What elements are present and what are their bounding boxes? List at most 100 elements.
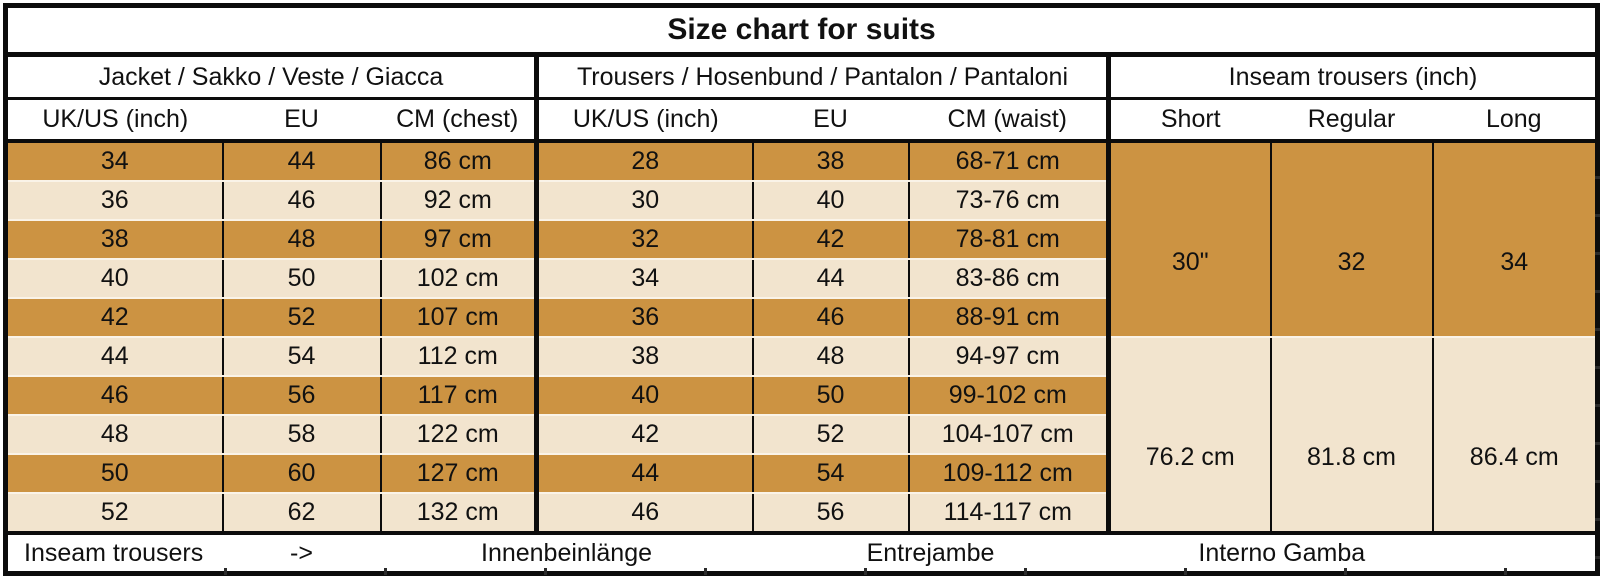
col-header-trousers-cm: CM (waist) (908, 98, 1109, 143)
jacket-ukus-cell: 40 (5, 259, 223, 299)
trousers-ukus-cell: 40 (534, 376, 753, 416)
trousers-eu-cell: 54 (751, 454, 909, 494)
jacket-eu-cell: 54 (221, 337, 381, 377)
inseam-regular-inch-cell: 32 (1269, 141, 1433, 338)
table-row: 36 46 92 cm 30 40 73-76 cm (5, 181, 1598, 221)
trousers-eu-cell: 48 (751, 337, 909, 377)
trousers-ukus-cell: 44 (534, 454, 753, 494)
table-row: 44 54 112 cm 38 48 94-97 cm 76.2 cm 81.8… (5, 337, 1598, 534)
footer-inseam-label: Inseam trousers (5, 531, 223, 574)
size-chart-table: Size chart for suits Jacket / Sakko / Ve… (3, 3, 1600, 576)
footer-inseam-italian: Interno Gamba (1108, 531, 1598, 574)
table-row: 42 52 107 cm 36 46 88-91 cm (5, 298, 1598, 338)
table-row: 48 58 122 cm 42 52 104-107 cm (5, 415, 1598, 455)
trousers-ukus-cell: 34 (534, 259, 753, 299)
inseam-regular-cm-cell: 81.8 cm (1269, 337, 1433, 534)
jacket-ukus-cell: 34 (5, 141, 223, 182)
trousers-cm-cell: 73-76 cm (907, 181, 1109, 221)
table-row: 34 44 86 cm 28 38 68-71 cm 30" 32 34 (5, 141, 1598, 338)
trousers-eu-cell: 42 (751, 220, 909, 260)
arrow-icon: -> (222, 531, 381, 574)
trousers-ukus-cell: 42 (534, 415, 753, 455)
title-row: Size chart for suits (5, 5, 1598, 57)
jacket-eu-cell: 44 (221, 141, 381, 182)
jacket-cm-cell: 112 cm (379, 337, 537, 377)
col-header-jacket-eu: EU (222, 98, 381, 143)
trousers-cm-cell: 83-86 cm (907, 259, 1109, 299)
trousers-eu-cell: 50 (751, 376, 909, 416)
trousers-cm-cell: 68-71 cm (907, 141, 1109, 182)
section-header-row: Jacket / Sakko / Veste / Giacca Trousers… (5, 54, 1598, 100)
trousers-ukus-cell: 32 (534, 220, 753, 260)
trousers-eu-cell: 44 (751, 259, 909, 299)
trousers-ukus-cell: 30 (534, 181, 753, 221)
trousers-cm-cell: 78-81 cm (907, 220, 1109, 260)
table-row: 40 50 102 cm 34 44 83-86 cm (5, 259, 1598, 299)
jacket-cm-cell: 132 cm (379, 493, 537, 535)
col-header-jacket-ukus: UK/US (inch) (5, 98, 223, 143)
jacket-eu-cell: 48 (221, 220, 381, 260)
jacket-ukus-cell: 48 (5, 415, 223, 455)
col-header-inseam-long: Long (1432, 98, 1598, 143)
jacket-cm-cell: 92 cm (379, 181, 537, 221)
trousers-section-header: Trousers / Hosenbund / Pantalon / Pantal… (534, 54, 1109, 100)
jacket-cm-cell: 117 cm (379, 376, 537, 416)
jacket-eu-cell: 50 (221, 259, 381, 299)
jacket-eu-cell: 58 (221, 415, 381, 455)
col-header-trousers-eu: EU (752, 98, 909, 143)
trousers-eu-cell: 56 (751, 493, 909, 535)
jacket-cm-cell: 102 cm (379, 259, 537, 299)
trousers-eu-cell: 52 (751, 415, 909, 455)
jacket-eu-cell: 62 (221, 493, 381, 535)
footer-inseam-german: Innenbeinlänge (380, 531, 753, 574)
column-header-row: UK/US (inch) EU CM (chest) UK/US (inch) … (5, 98, 1598, 143)
trousers-ukus-cell: 38 (534, 337, 753, 377)
trousers-cm-cell: 104-107 cm (907, 415, 1109, 455)
jacket-cm-cell: 107 cm (379, 298, 537, 338)
trousers-ukus-cell: 28 (534, 141, 753, 182)
gridline-ticks-right (1595, 141, 1600, 561)
jacket-cm-cell: 97 cm (379, 220, 537, 260)
col-header-inseam-short: Short (1106, 98, 1271, 143)
table-row: 50 60 127 cm 44 54 109-112 cm (5, 454, 1598, 494)
jacket-eu-cell: 56 (221, 376, 381, 416)
trousers-cm-cell: 99-102 cm (907, 376, 1109, 416)
table-row: 52 62 132 cm 46 56 114-117 cm (5, 493, 1598, 535)
jacket-cm-cell: 127 cm (379, 454, 537, 494)
col-header-jacket-cm: CM (chest) (380, 98, 537, 143)
jacket-ukus-cell: 46 (5, 376, 223, 416)
trousers-eu-cell: 38 (751, 141, 909, 182)
chart-title: Size chart for suits (5, 5, 1598, 57)
trousers-cm-cell: 88-91 cm (907, 298, 1109, 338)
inseam-section-header: Inseam trousers (inch) (1105, 54, 1598, 100)
footer-inseam-french: Entrejambe (752, 531, 1109, 574)
gridline-ticks-bottom (67, 568, 1527, 575)
trousers-ukus-cell: 46 (534, 493, 753, 535)
trousers-cm-cell: 114-117 cm (907, 493, 1109, 535)
trousers-cm-cell: 94-97 cm (907, 337, 1109, 377)
inseam-long-inch-cell: 34 (1431, 141, 1598, 338)
table-row: 46 56 117 cm 40 50 99-102 cm (5, 376, 1598, 416)
jacket-section-header: Jacket / Sakko / Veste / Giacca (5, 54, 537, 100)
jacket-cm-cell: 122 cm (379, 415, 537, 455)
jacket-eu-cell: 60 (221, 454, 381, 494)
jacket-ukus-cell: 52 (5, 493, 223, 535)
inseam-long-cm-cell: 86.4 cm (1431, 337, 1598, 534)
jacket-ukus-cell: 42 (5, 298, 223, 338)
jacket-ukus-cell: 38 (5, 220, 223, 260)
jacket-ukus-cell: 36 (5, 181, 223, 221)
jacket-ukus-cell: 50 (5, 454, 223, 494)
col-header-trousers-ukus: UK/US (inch) (534, 98, 753, 143)
jacket-cm-cell: 86 cm (379, 141, 537, 182)
footer-row: Inseam trousers -> Innenbeinlänge Entrej… (5, 531, 1598, 574)
inseam-short-inch-cell: 30" (1106, 141, 1271, 338)
trousers-eu-cell: 46 (751, 298, 909, 338)
trousers-cm-cell: 109-112 cm (907, 454, 1109, 494)
inseam-short-cm-cell: 76.2 cm (1106, 337, 1271, 534)
trousers-eu-cell: 40 (751, 181, 909, 221)
jacket-eu-cell: 52 (221, 298, 381, 338)
jacket-ukus-cell: 44 (5, 337, 223, 377)
table-row: 38 48 97 cm 32 42 78-81 cm (5, 220, 1598, 260)
col-header-inseam-regular: Regular (1270, 98, 1433, 143)
